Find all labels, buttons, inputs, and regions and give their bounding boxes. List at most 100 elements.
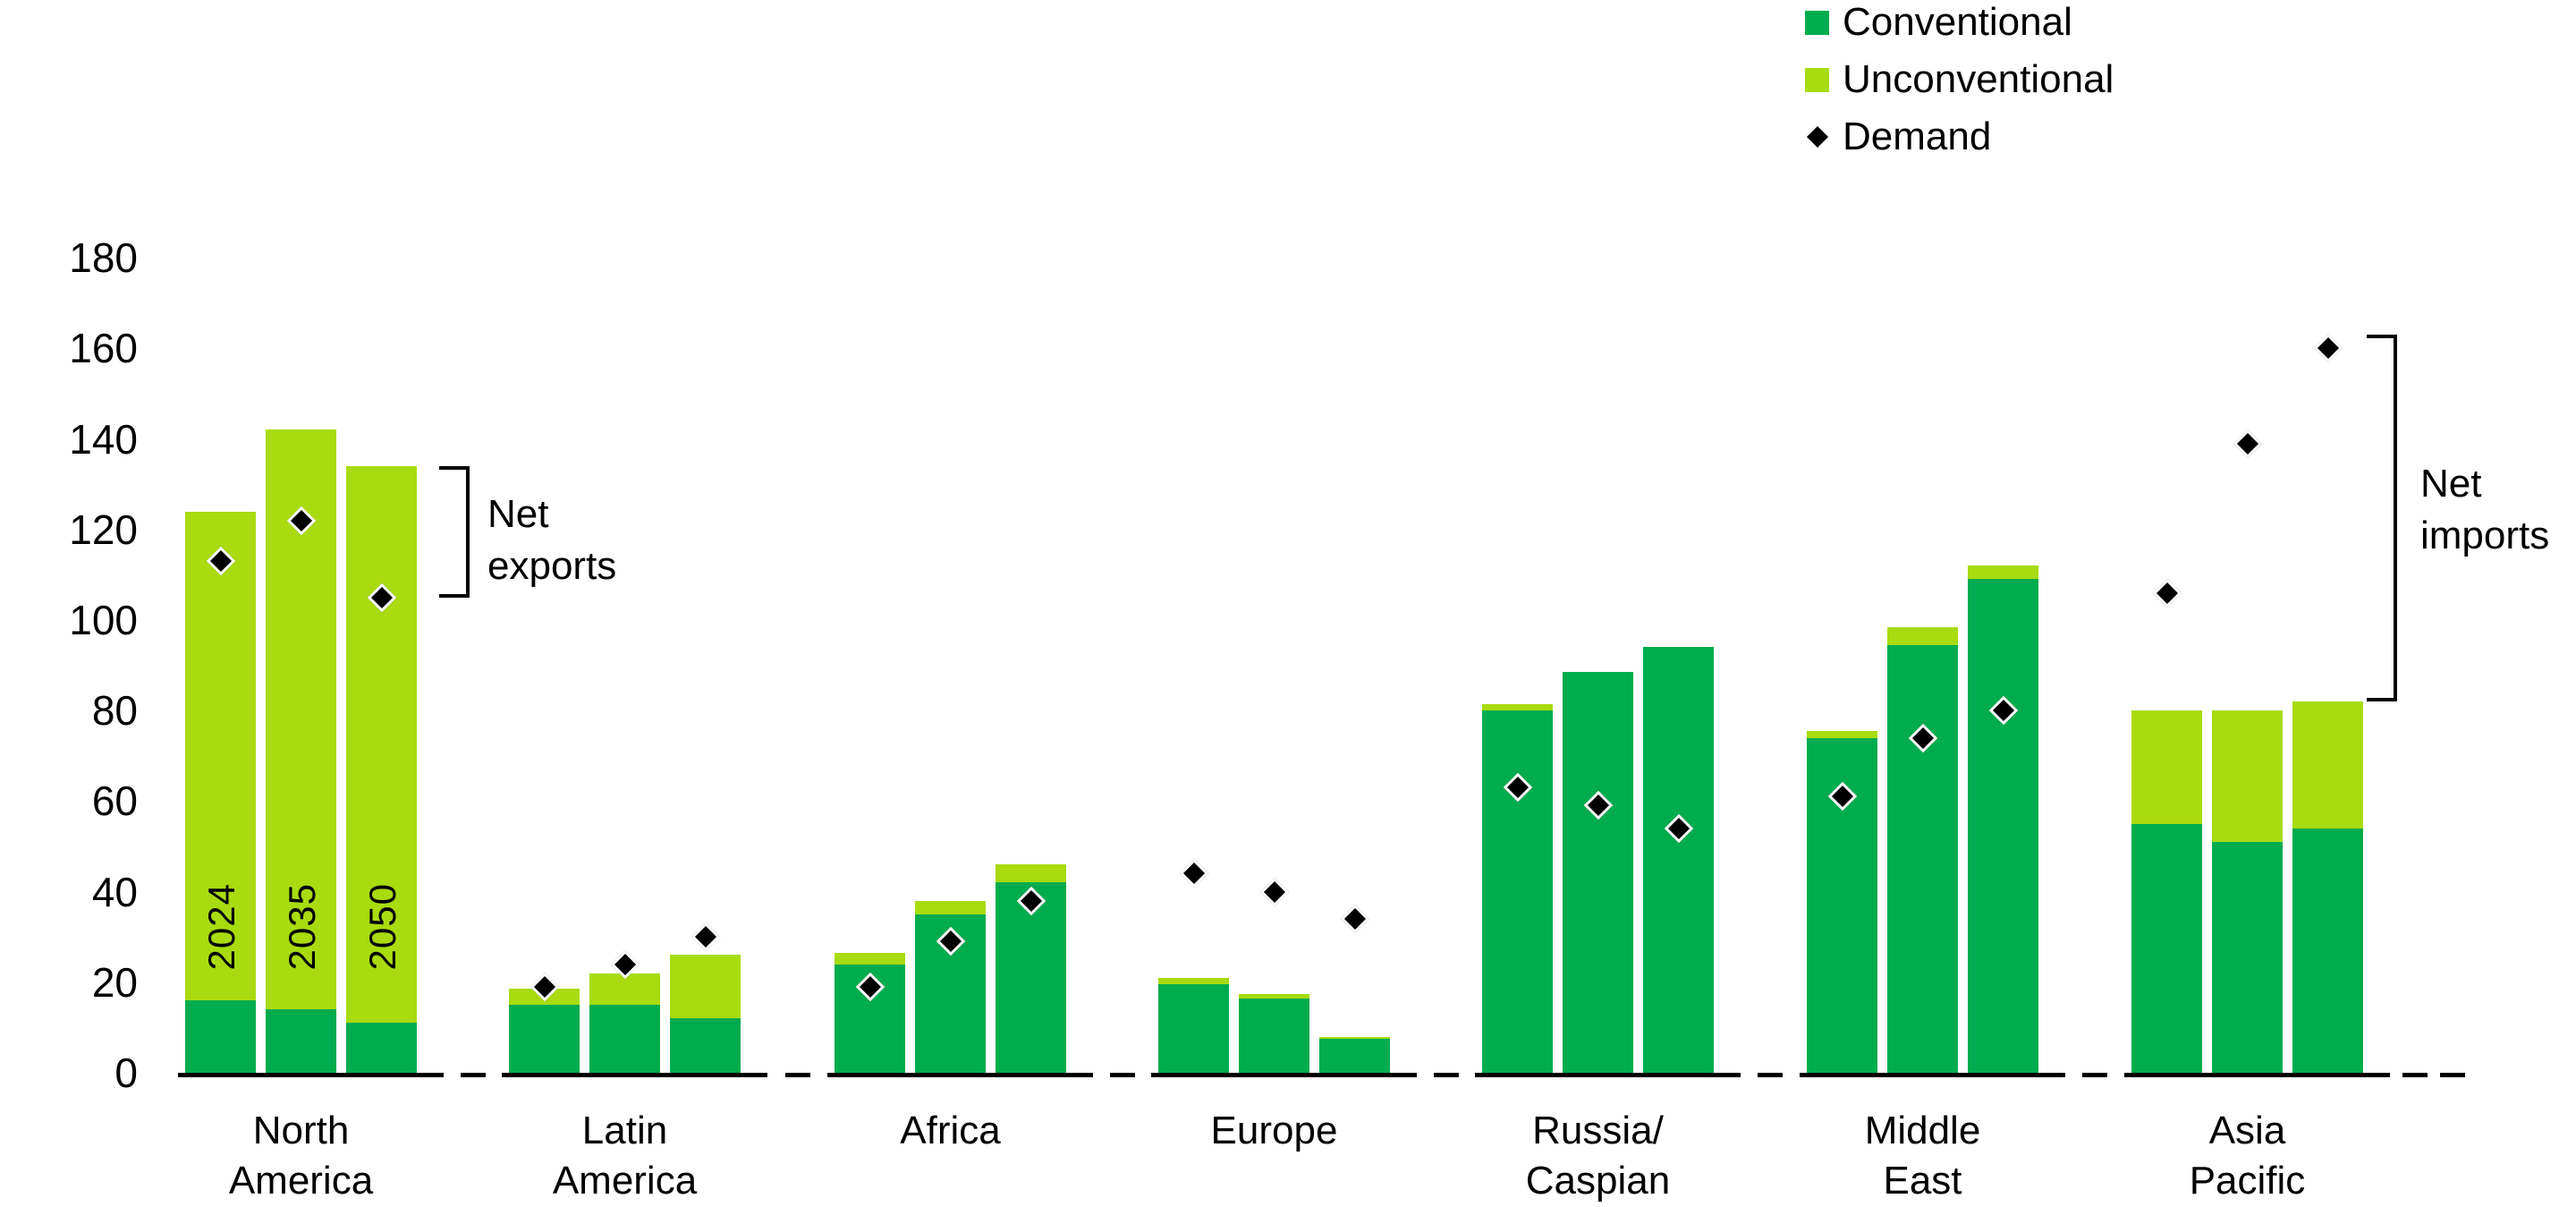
net-exports-line2: exports (487, 543, 617, 588)
unconventional-segment (670, 955, 741, 1019)
conventional-swatch-icon (1805, 10, 1829, 35)
x-axis-dash (1109, 1073, 1135, 1077)
demand-marker-europe-2035 (1259, 877, 1289, 906)
net-exports-line1: Net (487, 491, 549, 536)
demand-marker-europe-2024 (1179, 859, 1208, 888)
x-axis-label-asia-pacific: Asia Pacific (2189, 1109, 2306, 1203)
unconventional-segment (1482, 703, 1553, 711)
conventional-segment (1887, 644, 1958, 1073)
unconventional-segment (185, 511, 256, 1001)
bar-asia-pacific-2024 (2131, 710, 2202, 1073)
legend-label-conventional: Conventional (1843, 0, 2072, 44)
unconventional-segment (915, 900, 986, 914)
conventional-segment (1319, 1039, 1390, 1073)
bar-europe-2035 (1239, 994, 1309, 1073)
bar-russia-caspian-2035 (1563, 672, 1633, 1073)
conventional-segment (1563, 672, 1633, 1073)
legend-item-demand: Demand (1805, 116, 2114, 157)
x-axis-segment-russia-caspian (1475, 1073, 1741, 1077)
y-axis-tick-60: 60 (91, 778, 138, 825)
net-imports-bracket (2367, 335, 2397, 702)
unconventional-segment (2131, 710, 2202, 824)
bar-asia-pacific-2050 (2292, 701, 2363, 1073)
unconventional-segment (1807, 730, 1877, 738)
x-axis-segment-asia-pacific (2124, 1073, 2390, 1077)
x-axis-segment-europe (1151, 1073, 1417, 1077)
y-axis-tick-20: 20 (91, 958, 138, 1006)
x-axis-label-latin-america: Latin America (552, 1109, 698, 1203)
x-axis-dash (2440, 1073, 2465, 1077)
conventional-segment (589, 1005, 660, 1073)
x-axis-label-russia-caspian: Russia/ Caspian (1525, 1109, 1671, 1203)
y-axis-tick-80: 80 (91, 687, 138, 735)
unconventional-segment (1239, 994, 1309, 999)
x-axis-dash (784, 1073, 810, 1077)
conventional-segment (509, 1005, 580, 1073)
x-axis-dash (2082, 1073, 2107, 1077)
x-axis-segment-africa (827, 1073, 1093, 1077)
net-exports-bracket (439, 465, 470, 598)
unconventional-segment (1319, 1036, 1390, 1040)
demand-marker-asia-pacific-2024 (2152, 578, 2182, 608)
conventional-segment (1643, 647, 1714, 1073)
y-axis-tick-100: 100 (69, 597, 138, 643)
demand-marker-asia-pacific-2050 (2313, 334, 2343, 363)
unconventional-segment (2292, 701, 2363, 829)
legend-label-demand: Demand (1843, 115, 1992, 158)
demand-marker-latin-america-2050 (691, 922, 720, 952)
bar-russia-caspian-2050 (1643, 647, 1714, 1073)
legend-label-unconventional: Unconventional (1843, 57, 2114, 101)
x-axis-dash (1758, 1073, 1783, 1077)
y-axis-tick-140: 140 (69, 415, 138, 463)
x-axis-segment-latin-america (502, 1073, 767, 1077)
y-axis-tick-40: 40 (91, 868, 138, 915)
bar-middle-east-2035 (1887, 626, 1958, 1073)
x-axis-dash (1433, 1073, 1459, 1077)
net-imports-label: Net imports (2420, 458, 2549, 562)
bar-africa-2024 (835, 952, 905, 1073)
y-axis-tick-160: 160 (69, 325, 138, 372)
year-label-2024: 2024 (199, 882, 242, 970)
demand-marker-asia-pacific-2035 (2233, 429, 2262, 458)
conventional-segment (2292, 828, 2363, 1073)
unconventional-segment (346, 465, 417, 1024)
y-axis-tick-0: 0 (114, 1050, 138, 1096)
bar-latin-america-2024 (509, 989, 580, 1073)
x-axis-dash (2402, 1073, 2428, 1077)
demand-marker-europe-2050 (1340, 904, 1369, 934)
year-label-2050: 2050 (360, 882, 403, 970)
x-axis-segment-middle-east (1800, 1073, 2065, 1077)
legend-item-conventional: Conventional (1805, 2, 2114, 43)
year-label-2035: 2035 (280, 882, 323, 970)
net-imports-line1: Net (2420, 462, 2482, 506)
conventional-segment (2212, 841, 2283, 1073)
net-imports-line2: imports (2420, 514, 2550, 557)
bar-north-america-2050 (346, 465, 417, 1073)
conventional-segment (1158, 984, 1229, 1073)
bar-latin-america-2035 (589, 973, 660, 1073)
bar-middle-east-2050 (1968, 565, 2038, 1073)
conventional-segment (266, 1009, 336, 1073)
unconventional-segment (1887, 626, 1958, 645)
conventional-segment (670, 1018, 741, 1073)
conventional-segment (2131, 823, 2202, 1073)
unconventional-segment (835, 952, 905, 965)
x-axis-segment-north-america (178, 1073, 444, 1077)
unconventional-segment (1158, 977, 1229, 985)
y-axis-tick-120: 120 (69, 506, 138, 553)
bar-europe-2050 (1319, 1036, 1390, 1073)
unconventional-segment (1968, 565, 2038, 580)
bar-latin-america-2050 (670, 955, 741, 1073)
x-axis-dash (460, 1073, 486, 1077)
conventional-segment (1968, 579, 2038, 1073)
conventional-segment (1239, 998, 1309, 1073)
unconventional-segment (996, 864, 1066, 883)
x-axis-label-north-america: North America (228, 1109, 374, 1203)
bar-europe-2024 (1158, 977, 1229, 1073)
conventional-segment (185, 1000, 256, 1073)
unconventional-swatch-icon (1805, 67, 1829, 92)
y-axis-tick-180: 180 (69, 234, 138, 282)
demand-diamond-icon (1805, 125, 1829, 149)
bar-north-america-2024 (185, 511, 256, 1073)
net-exports-label: Net exports (487, 489, 616, 592)
